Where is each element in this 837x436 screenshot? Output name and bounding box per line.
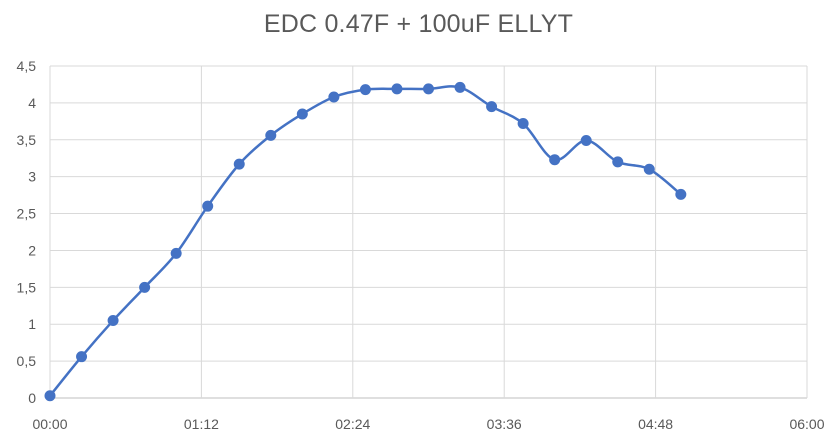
data-point — [549, 154, 561, 166]
data-point — [643, 163, 655, 175]
series-line — [48, 85, 683, 398]
y-tick-label: 4 — [28, 95, 36, 111]
x-tick-label: 00:00 — [32, 416, 67, 432]
y-tick-label: 3,5 — [17, 132, 37, 148]
data-point — [44, 390, 56, 402]
data-point — [612, 156, 624, 168]
data-point — [391, 83, 403, 95]
data-point — [76, 351, 88, 363]
x-tick-label: 04:48 — [638, 416, 673, 432]
data-point — [328, 91, 340, 103]
data-point — [517, 118, 529, 130]
chart-title: EDC 0.47F + 100uF ELLYT — [263, 10, 574, 38]
x-tick-label: 03:36 — [487, 416, 522, 432]
data-point — [580, 135, 592, 147]
y-tick-label: 0,5 — [17, 353, 37, 369]
data-point — [454, 81, 466, 93]
data-point — [202, 200, 214, 212]
y-tick-label: 2,5 — [17, 206, 37, 222]
y-tick-label: 3 — [28, 169, 36, 185]
x-tick-label: 02:24 — [335, 416, 370, 432]
x-tick-label: 06:00 — [789, 416, 824, 432]
data-point — [233, 158, 245, 170]
data-point — [296, 108, 308, 120]
data-point — [486, 101, 498, 113]
data-point — [107, 315, 119, 327]
data-point — [423, 83, 434, 95]
data-point — [265, 129, 277, 141]
x-tick-label: 01:12 — [184, 416, 219, 432]
y-tick-label: 0 — [28, 390, 36, 406]
y-tick-label: 4,5 — [17, 58, 37, 74]
data-point — [170, 247, 182, 259]
y-tick-label: 1 — [28, 316, 36, 332]
data-point — [675, 188, 687, 200]
y-tick-label: 1,5 — [17, 279, 37, 295]
y-tick-label: 2 — [28, 242, 36, 258]
data-point — [359, 84, 371, 96]
data-point — [139, 281, 151, 293]
